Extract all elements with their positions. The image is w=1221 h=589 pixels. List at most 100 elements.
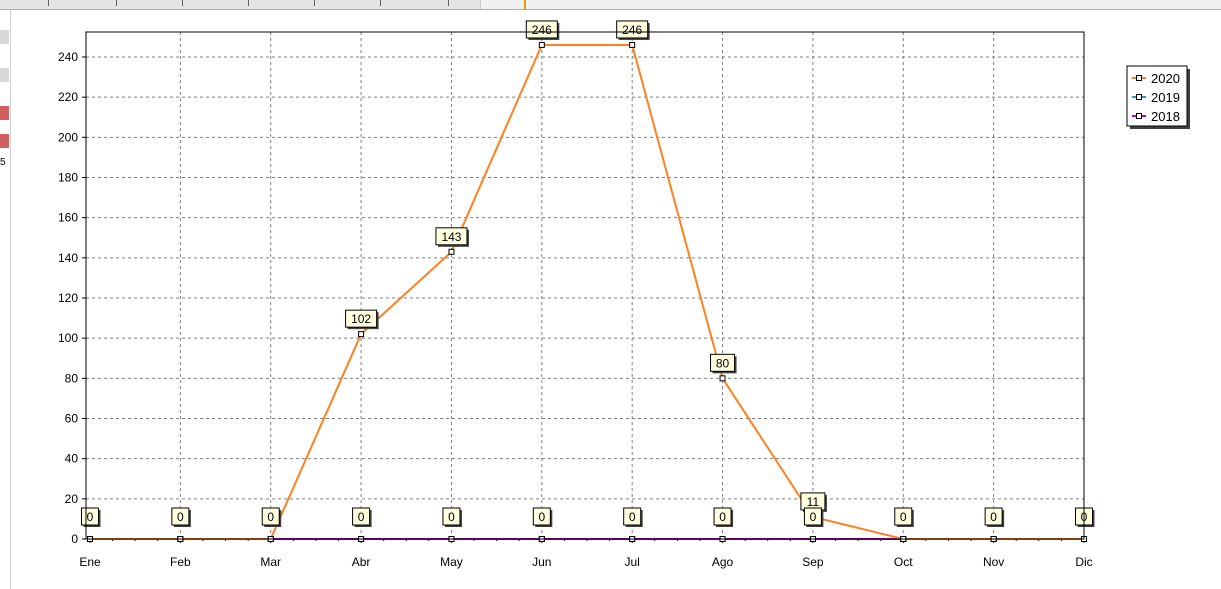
data-label: 0 [442,507,462,527]
top-tick [448,0,449,6]
data-label-box [352,507,371,526]
data-label: 0 [713,507,734,527]
data-label-text: 102 [351,312,371,326]
y-tick-label: 100 [58,331,78,345]
data-label-text: 246 [622,23,642,37]
top-tick [380,0,381,6]
x-tick-label: Feb [170,555,191,569]
data-label: 246 [525,20,560,40]
x-tick-label: Abr [352,555,371,569]
data-label: 0 [532,507,553,527]
data-label: 0 [81,507,101,527]
side-cell-value: 5 [0,157,6,168]
data-point-2020 [358,331,365,338]
x-tick-label: Nov [983,555,1004,569]
data-label-text: 0 [990,510,997,524]
plot-background [86,32,1084,539]
data-label: 0 [803,507,824,527]
y-tick-label: 60 [65,412,79,426]
x-tick-label: Ago [712,555,734,569]
data-label: 0 [894,507,914,527]
data-label-box [261,507,280,526]
x-tick-label: Jun [532,555,551,569]
top-tick [182,0,183,6]
data-point-2020 [719,375,726,382]
x-tick-label: Sep [802,555,824,569]
data-label-box [525,20,558,39]
data-label: 0 [352,507,372,527]
data-label-text: 0 [719,510,726,524]
data-label: 0 [171,507,191,527]
y-tick-label: 160 [58,211,78,225]
data-label-box [713,507,732,526]
data-label: 0 [1075,507,1095,527]
data-label-box [710,353,736,372]
data-point-2020 [448,248,455,255]
data-label-text: 80 [716,356,730,370]
x-tick-label: May [440,555,463,569]
legend-swatch-marker [1136,75,1142,81]
top-toolbar-strip [0,0,1221,10]
data-label-box [435,227,468,246]
legend-entry-2019: 2019 [1132,90,1180,105]
y-tick-label: 40 [65,452,79,466]
data-label-box [803,507,822,526]
splitter-handle[interactable] [524,0,526,9]
data-label: 0 [261,507,282,527]
data-label-text: 0 [810,510,817,524]
y-tick-label: 140 [58,251,78,265]
legend-entry-2018: 2018 [1132,109,1180,124]
y-tick-label: 20 [65,492,79,506]
legend-swatch-marker [1136,113,1142,119]
y-tick-label: 200 [58,130,78,144]
data-label-box [616,20,649,39]
x-tick-label: Dic [1075,555,1092,569]
legend-label: 2018 [1151,109,1180,124]
data-label: 143 [435,227,469,247]
data-label-text: 11 [807,495,820,509]
left-side-panel: 5 [0,10,11,589]
data-label-text: 143 [441,230,461,244]
data-label-text: 246 [532,23,552,37]
x-tick-label: Mar [260,555,281,569]
x-tick-label: Oct [894,555,913,569]
top-tick [314,0,315,6]
y-tick-label: 220 [58,90,78,104]
legend-swatch-marker [1136,94,1142,100]
y-tick-label: 120 [58,291,78,305]
x-tick-label: Ene [79,555,101,569]
x-tick-label: Jul [625,555,640,569]
data-label-text: 0 [448,510,455,524]
side-cell-highlight [0,106,9,120]
y-tick-label: 240 [58,50,78,64]
data-label: 0 [623,507,643,527]
data-label: 0 [984,507,1005,527]
data-label-box [442,507,461,526]
grid-lines [86,32,1084,539]
data-label-box [171,507,190,526]
data-label: 102 [345,309,379,330]
data-label-box [984,507,1003,526]
side-cell [0,30,9,44]
data-label-text: 0 [267,510,274,524]
y-axis: 0 20 40 60 80 100 120 140 160 180 200 220 240 [58,50,86,546]
data-label-box [345,309,378,328]
top-tick [248,0,249,6]
data-label-box [623,507,642,526]
x-axis: Ene Feb Mar Abr May Jun Jul Ago Sep Oct Nov Dic [79,539,1093,569]
legend: 2020 2019 2018 [1126,65,1190,129]
data-label-text: 0 [629,510,636,524]
data-label: 80 [710,353,737,374]
top-tick [116,0,117,6]
legend-label: 2020 [1151,71,1180,86]
plot-frame [85,31,1085,540]
data-label-text: 0 [538,510,545,524]
data-label-text: 0 [900,510,907,524]
y-tick-label: 0 [71,532,78,546]
data-label-text: 0 [358,510,365,524]
y-tick-label: 80 [65,371,79,385]
side-cell-highlight [0,134,9,148]
y-tick-label: 180 [58,171,78,185]
